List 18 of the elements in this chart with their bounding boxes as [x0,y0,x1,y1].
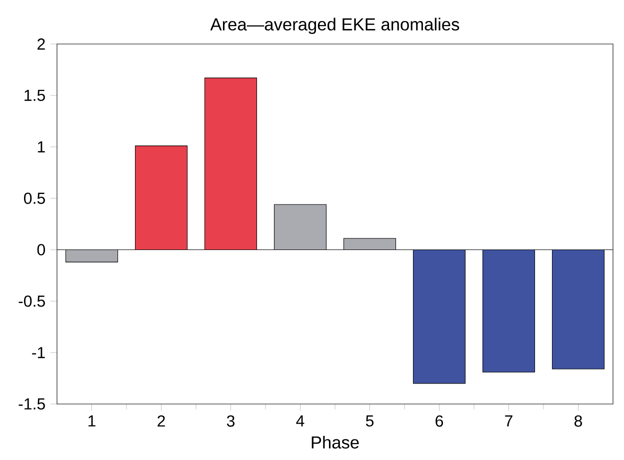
y-tick-label: 0.5 [24,192,45,204]
y-tick-label: 2 [38,38,45,50]
y-tick-label: -1 [32,347,45,358]
y-tick-label: 1.5 [24,90,45,101]
x-tick-label: 2 [158,415,165,427]
y-tick-label: 1 [38,141,45,152]
x-axis-title: Phase [312,436,359,449]
y-tick-label: -1.5 [18,398,45,410]
x-tick-label: 8 [574,415,582,427]
x-tick-label: 1 [88,415,96,426]
x-tick-label: 7 [505,415,512,426]
y-tick-label: -0.5 [18,295,45,307]
x-tick-label: 6 [436,415,443,427]
chart-title: Area—averaged EKE anomalies [210,18,460,34]
y-tick-label: 0 [37,244,46,256]
x-tick-label: 3 [226,415,234,427]
x-tick-label: 5 [366,415,374,427]
x-tick-label: 4 [296,415,304,426]
